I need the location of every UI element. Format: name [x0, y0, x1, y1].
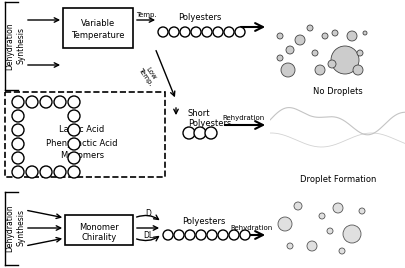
Circle shape	[277, 217, 291, 231]
Text: D: D	[145, 210, 151, 218]
Circle shape	[332, 203, 342, 213]
Text: Phenyllactic Acid: Phenyllactic Acid	[46, 139, 117, 147]
Text: DL: DL	[143, 230, 153, 240]
Circle shape	[286, 243, 292, 249]
Text: Low
Temp.: Low Temp.	[136, 63, 159, 87]
Circle shape	[174, 230, 183, 240]
FancyBboxPatch shape	[5, 92, 164, 177]
Circle shape	[179, 27, 190, 37]
Circle shape	[68, 138, 80, 150]
Text: Dehydration: Dehydration	[6, 204, 15, 252]
Circle shape	[207, 230, 216, 240]
Circle shape	[311, 50, 317, 56]
Text: Chirality: Chirality	[81, 233, 116, 243]
Circle shape	[326, 228, 332, 234]
Circle shape	[331, 30, 337, 36]
Text: Synthesis: Synthesis	[17, 210, 26, 247]
Text: Rehydration: Rehydration	[222, 115, 264, 121]
Text: Temperature: Temperature	[71, 31, 124, 39]
Circle shape	[162, 230, 173, 240]
Circle shape	[342, 225, 360, 243]
Text: Monomer: Monomer	[79, 222, 119, 232]
Circle shape	[228, 230, 239, 240]
Circle shape	[194, 127, 205, 139]
Circle shape	[12, 124, 24, 136]
Circle shape	[54, 166, 66, 178]
Circle shape	[185, 230, 194, 240]
Text: Rehydration: Rehydration	[230, 225, 273, 231]
Circle shape	[276, 33, 282, 39]
Circle shape	[12, 110, 24, 122]
Circle shape	[352, 65, 362, 75]
Circle shape	[12, 152, 24, 164]
Circle shape	[217, 230, 228, 240]
Circle shape	[68, 96, 80, 108]
Circle shape	[26, 166, 38, 178]
Circle shape	[68, 166, 80, 178]
Circle shape	[224, 27, 233, 37]
Circle shape	[362, 31, 366, 35]
Circle shape	[327, 60, 335, 68]
Text: Variable: Variable	[81, 18, 115, 28]
Circle shape	[26, 96, 38, 108]
Circle shape	[285, 46, 293, 54]
Circle shape	[294, 35, 304, 45]
Circle shape	[205, 127, 216, 139]
Circle shape	[12, 138, 24, 150]
Circle shape	[183, 127, 194, 139]
Text: Temp.: Temp.	[135, 12, 156, 18]
Circle shape	[190, 27, 200, 37]
Circle shape	[306, 25, 312, 31]
Text: Polyesters: Polyesters	[178, 13, 221, 21]
Circle shape	[68, 110, 80, 122]
Text: Droplet Formation: Droplet Formation	[299, 176, 375, 184]
Circle shape	[213, 27, 222, 37]
Text: Lactic Acid: Lactic Acid	[59, 125, 104, 135]
Circle shape	[168, 27, 179, 37]
Text: Polyesters: Polyesters	[188, 120, 231, 128]
Text: Short: Short	[188, 110, 210, 118]
Circle shape	[68, 152, 80, 164]
Circle shape	[40, 166, 52, 178]
Circle shape	[346, 31, 356, 41]
Circle shape	[40, 96, 52, 108]
Circle shape	[356, 50, 362, 56]
Circle shape	[158, 27, 168, 37]
Circle shape	[306, 241, 316, 251]
Circle shape	[280, 63, 294, 77]
Circle shape	[293, 202, 301, 210]
Circle shape	[12, 96, 24, 108]
Circle shape	[68, 124, 80, 136]
Text: Polyesters: Polyesters	[182, 218, 225, 226]
Text: Monomers: Monomers	[60, 151, 104, 161]
Text: No Droplets: No Droplets	[312, 87, 362, 96]
Circle shape	[12, 166, 24, 178]
Text: Dehydration: Dehydration	[6, 22, 15, 70]
Text: Synthesis: Synthesis	[17, 28, 26, 65]
Circle shape	[330, 46, 358, 74]
FancyBboxPatch shape	[65, 215, 133, 245]
Circle shape	[314, 65, 324, 75]
Circle shape	[318, 213, 324, 219]
Circle shape	[338, 248, 344, 254]
Circle shape	[202, 27, 211, 37]
Circle shape	[276, 55, 282, 61]
Circle shape	[54, 96, 66, 108]
FancyBboxPatch shape	[63, 8, 133, 48]
Circle shape	[239, 230, 249, 240]
Circle shape	[234, 27, 244, 37]
Circle shape	[321, 33, 327, 39]
Circle shape	[358, 208, 364, 214]
Circle shape	[196, 230, 205, 240]
